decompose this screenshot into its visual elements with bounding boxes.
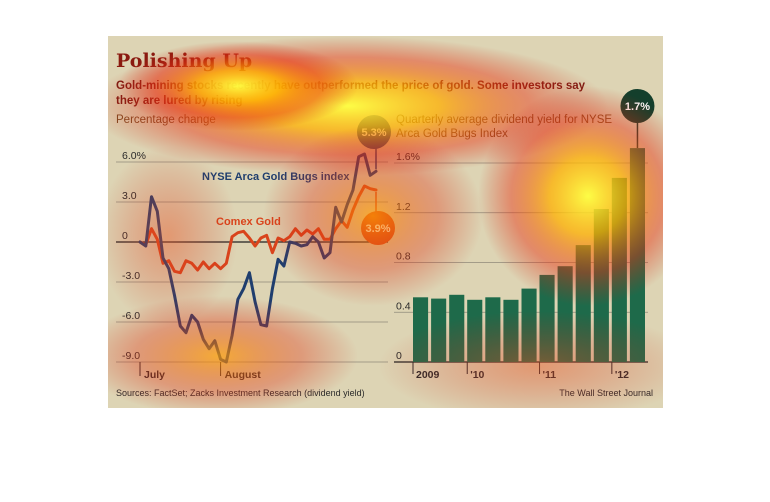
comex-end-label: 3.9% — [365, 223, 390, 235]
chart-title: Polishing Up — [116, 50, 253, 72]
dividend-bar — [413, 297, 429, 362]
gold-bugs-series-label: NYSE Arca Gold Bugs index — [202, 171, 350, 183]
left-tick-label: -9.0 — [122, 350, 140, 362]
dividend-bar — [467, 299, 483, 362]
dividend-bar — [449, 294, 465, 362]
chart-figure: 6.0% 3.0 0 -3.0 -6.0 -9.0 July August NYSE Arca … — [108, 36, 663, 408]
left-tick-label: -6.0 — [122, 310, 140, 322]
source-note: Sources: FactSet; Zacks Investment Resea… — [116, 388, 365, 398]
left-tick-label: -3.0 — [122, 270, 140, 282]
dividend-bar — [593, 209, 609, 362]
dividend-bar — [611, 177, 627, 362]
chart-subtitle: Gold-mining stocks recently have outperf… — [116, 80, 586, 107]
right-tick-label: 0.4 — [396, 300, 411, 312]
year-label: 2009 — [416, 369, 440, 381]
left-tick-label: 6.0% — [122, 150, 146, 162]
comex-gold-line — [138, 184, 378, 275]
month-label: July — [144, 369, 165, 381]
dividend-bar — [521, 288, 537, 362]
gold-bugs-end-label: 5.3% — [361, 127, 386, 139]
left-tick-label: 3.0 — [122, 190, 137, 202]
dividend-bar — [539, 274, 555, 362]
right-tick-label: 0 — [396, 350, 402, 362]
dividend-bar — [557, 266, 573, 362]
right-axis-label: Quarterly average dividend yield for NYS… — [396, 114, 613, 140]
credit-note: The Wall Street Journal — [559, 388, 653, 398]
year-label: '11 — [543, 369, 557, 381]
right-tick-label: 1.6% — [396, 151, 420, 163]
dividend-end-label: 1.7% — [625, 101, 650, 113]
right-tick-label: 0.8 — [396, 251, 411, 263]
gold-bugs-line — [138, 152, 378, 364]
left-axis-label: Percentage change — [116, 114, 216, 126]
dividend-bar — [629, 148, 645, 362]
year-label: '10 — [470, 369, 484, 381]
left-line-chart: 6.0% 3.0 0 -3.0 -6.0 -9.0 July August NYSE Arca … — [116, 115, 395, 381]
dividend-bar — [431, 298, 447, 362]
dividend-bar — [485, 297, 501, 362]
left-tick-label: 0 — [122, 230, 128, 242]
right-tick-label: 1.2 — [396, 201, 411, 213]
dividend-bar — [503, 299, 519, 362]
month-label: August — [225, 369, 262, 381]
year-label: '12 — [615, 369, 629, 381]
comex-series-label: Comex Gold — [216, 216, 281, 228]
dividend-bar — [575, 245, 591, 362]
